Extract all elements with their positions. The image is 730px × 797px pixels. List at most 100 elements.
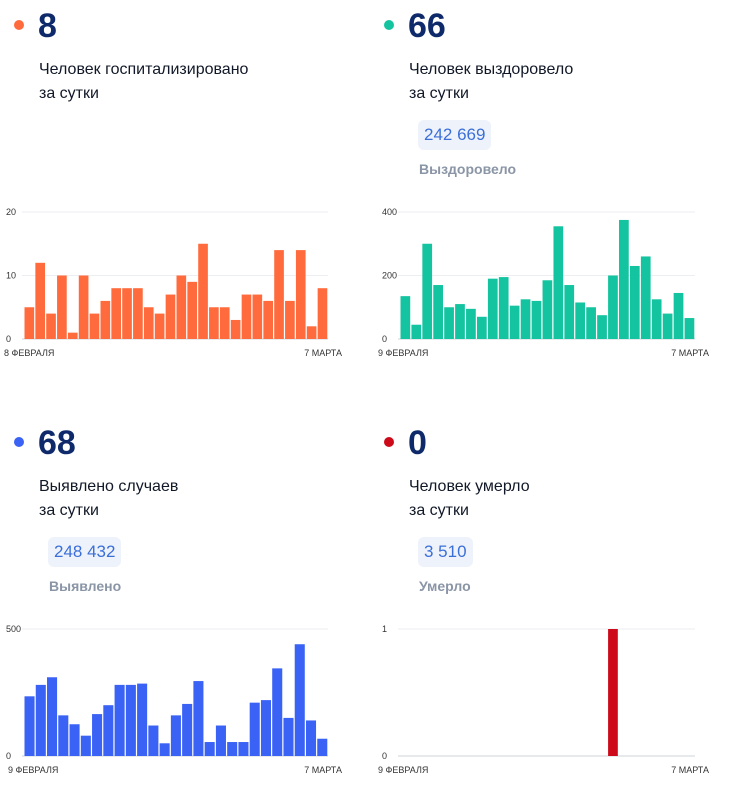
bar <box>263 300 274 339</box>
bar <box>662 313 673 339</box>
bar <box>230 319 241 339</box>
bar <box>159 743 170 756</box>
bar <box>209 307 219 339</box>
bar <box>249 702 260 756</box>
deaths-total: 3 510 <box>418 537 473 567</box>
bar <box>619 219 629 339</box>
bar <box>143 307 154 339</box>
bar <box>122 288 132 339</box>
deaths-description: Человек умерло за сутки <box>409 475 689 523</box>
bar <box>283 717 294 756</box>
y-tick-label: 0 <box>382 751 387 761</box>
bar <box>629 265 640 339</box>
bar <box>219 307 230 339</box>
bar <box>35 262 46 339</box>
bar <box>564 285 575 339</box>
bar <box>24 696 35 756</box>
bar <box>92 714 103 756</box>
bar <box>476 316 487 339</box>
cases-bar-chart: 0 500 9 ФЕВРАЛЯ 7 МАРТА <box>6 624 342 775</box>
description-line: Выявлено случаев <box>39 478 179 495</box>
recovered-panel: 66 Человек выздоровело за сутки 242 669 … <box>370 0 720 380</box>
bar <box>285 300 295 339</box>
deaths-count: 0 <box>408 424 427 462</box>
bar <box>586 307 596 339</box>
bar <box>411 324 422 339</box>
recovered-description: Человек выздоровело за сутки <box>409 58 689 106</box>
bar <box>684 318 695 339</box>
hospitalized-count: 8 <box>38 7 57 45</box>
deaths-bar-chart: 0 1 9 ФЕВРАЛЯ 7 МАРТА <box>378 624 709 775</box>
bar <box>198 243 208 339</box>
bar <box>170 715 181 756</box>
bar <box>57 275 67 339</box>
bar <box>252 294 263 339</box>
bar <box>295 250 306 339</box>
bar <box>433 285 444 339</box>
cases-panel: 68 Выявлено случаев за сутки 248 432 Выя… <box>0 417 350 797</box>
description-line: Человек умерло <box>409 478 530 495</box>
bar <box>154 313 165 339</box>
bar <box>542 280 553 339</box>
bar <box>272 668 283 756</box>
bar <box>100 300 111 339</box>
bar <box>78 275 89 339</box>
bar <box>58 715 69 756</box>
bar <box>651 299 662 339</box>
hospitalized-description: Человек госпитализировано за сутки <box>39 58 319 106</box>
bar <box>125 684 136 756</box>
y-tick-label: 10 <box>6 271 16 281</box>
bar <box>597 315 607 339</box>
bar <box>133 288 143 339</box>
bar <box>193 681 204 756</box>
y-tick-label: 0 <box>6 334 11 344</box>
recovered-count: 66 <box>408 7 446 45</box>
bar <box>137 683 148 756</box>
series-dot <box>384 20 394 30</box>
bar <box>274 250 284 339</box>
bar <box>487 278 498 339</box>
x-end-label: 7 МАРТА <box>671 348 709 358</box>
x-end-label: 7 МАРТА <box>304 348 342 358</box>
y-tick-label: 0 <box>6 751 11 761</box>
y-tick-label: 0 <box>382 334 387 344</box>
bar <box>531 300 542 339</box>
bar <box>215 725 226 756</box>
description-line: за сутки <box>409 502 469 519</box>
bar <box>466 308 476 339</box>
bar <box>148 725 159 756</box>
bar <box>575 302 586 339</box>
bar <box>640 256 651 339</box>
bar <box>35 684 46 756</box>
bar <box>509 305 520 339</box>
bar <box>400 296 411 339</box>
cases-description: Выявлено случаев за сутки <box>39 475 319 523</box>
bar <box>182 703 193 756</box>
description-line: за сутки <box>39 85 99 102</box>
description-line: Человек госпитализировано <box>39 61 249 78</box>
bar <box>238 742 249 756</box>
bar <box>89 313 100 339</box>
bar <box>260 700 272 756</box>
bar <box>422 243 433 339</box>
cases-count: 68 <box>38 424 76 462</box>
bar <box>103 705 114 756</box>
recovered-bar-chart: 0 200 400 9 ФЕВРАЛЯ 7 МАРТА <box>378 207 709 358</box>
cases-total-label: Выявлено <box>49 578 122 594</box>
bar <box>176 275 187 339</box>
description-line: Человек выздоровело <box>409 61 574 78</box>
bar <box>608 629 618 756</box>
hospitalized-bar-chart: 0 10 20 8 ФЕВРАЛЯ 7 МАРТА <box>4 207 342 358</box>
bar <box>673 292 684 339</box>
bar <box>241 294 252 339</box>
series-dot <box>384 437 394 447</box>
x-end-label: 7 МАРТА <box>304 765 342 775</box>
bar <box>24 307 35 339</box>
bar <box>114 684 125 756</box>
bar <box>608 275 618 339</box>
hospitalized-panel: 8 Человек госпитализировано за сутки 0 10… <box>0 0 350 380</box>
bar <box>80 735 91 756</box>
y-tick-label: 20 <box>6 207 16 217</box>
bar <box>165 294 176 339</box>
recovered-total: 242 669 <box>418 120 492 150</box>
